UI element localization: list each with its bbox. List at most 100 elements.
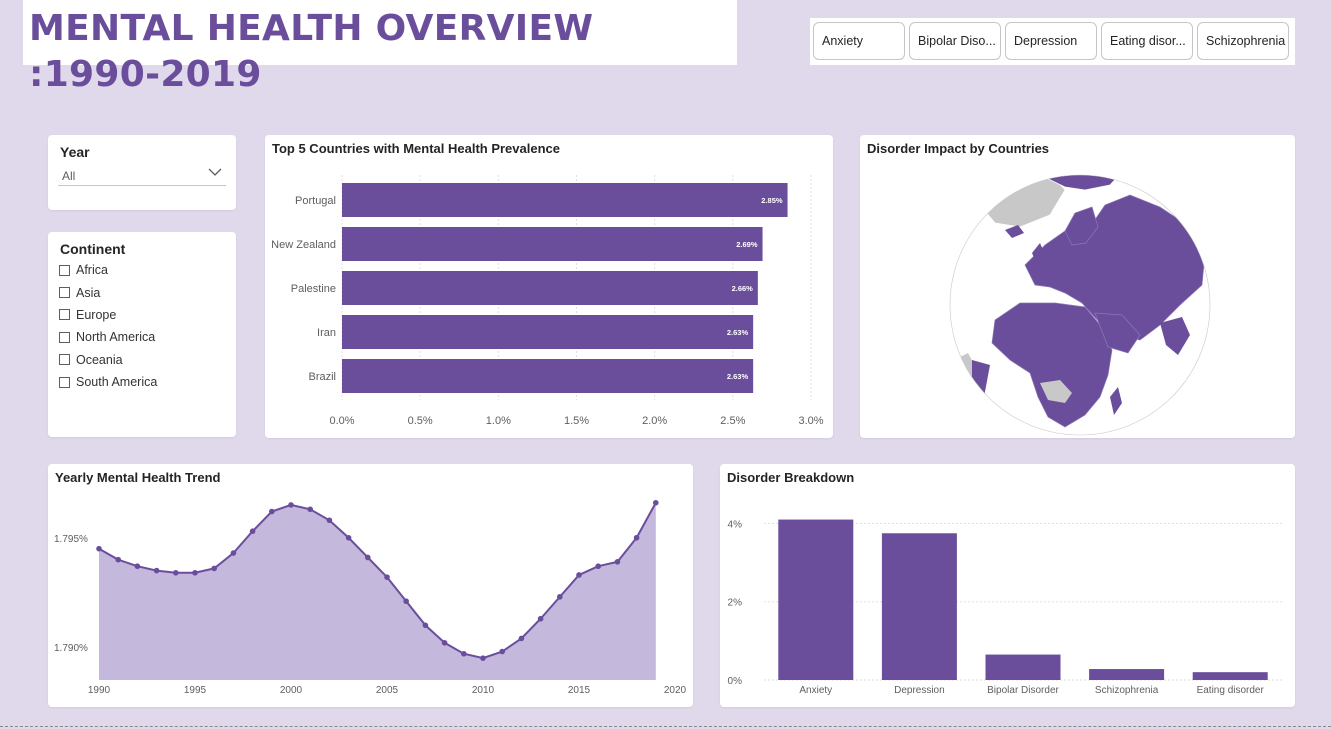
checkbox-icon[interactable]	[59, 309, 70, 321]
continent-option-oceania[interactable]: Oceania	[59, 349, 157, 371]
continent-option-africa[interactable]: Africa	[59, 259, 157, 281]
trend-point[interactable]	[614, 559, 621, 565]
trend-point[interactable]	[326, 517, 333, 524]
trend-point[interactable]	[441, 640, 448, 646]
top5-bar-chart: 0.0% 0.5% 1.0% 1.5% 2.0% 2.5% 3.0% Portugal 2.85…	[271, 175, 824, 427]
bar-depression[interactable]	[881, 533, 957, 680]
continent-slicer-label: Continent	[60, 241, 126, 257]
map-region-iceland	[1005, 225, 1024, 238]
bar-anxiety[interactable]	[778, 519, 854, 680]
checkbox-icon[interactable]	[59, 264, 70, 276]
x-tick-label: 0.0%	[329, 415, 354, 427]
trend-area-chart: 1.795% 1.790% 1990 1995 2000 2005 2010 2015 2020	[54, 499, 687, 696]
category-label: Portugal	[295, 195, 336, 207]
trend-point[interactable]	[653, 499, 659, 506]
trend-point[interactable]	[595, 563, 601, 570]
x-tick-label: 1990	[88, 685, 111, 696]
y-tick-label: 1.795%	[54, 534, 88, 545]
filter-schizophrenia-button[interactable]: Schizophrenia	[1197, 22, 1289, 60]
bar-palestine[interactable]	[342, 271, 758, 305]
filter-eating-disorder-button[interactable]: Eating disor...	[1101, 22, 1193, 60]
disorder-filter-bar: Anxiety Bipolar Diso... Depression Eatin…	[810, 18, 1295, 65]
trend-point[interactable]	[557, 594, 563, 600]
trend-point[interactable]	[230, 550, 237, 556]
trend-point[interactable]	[461, 650, 467, 657]
trend-point[interactable]	[211, 565, 217, 572]
trend-point[interactable]	[345, 534, 352, 541]
bar-eating-disorder[interactable]	[1192, 672, 1268, 680]
trend-point[interactable]	[134, 563, 141, 570]
continent-option-south-america[interactable]: South America	[59, 371, 157, 393]
category-label: Anxiety	[799, 685, 832, 696]
disorder-breakdown-card: Disorder Breakdown 0% 2% 4% Anxiety Depressi…	[720, 464, 1295, 707]
bar-schizophrenia[interactable]	[1089, 669, 1165, 680]
map-region-arabia	[1094, 312, 1141, 354]
continent-option-asia[interactable]: Asia	[59, 281, 157, 303]
x-tick-label: 2005	[376, 685, 399, 696]
year-dropdown[interactable]: All	[58, 164, 226, 186]
x-tick-label: 2000	[280, 685, 303, 696]
x-tick-label: 2015	[568, 685, 591, 696]
trend-point[interactable]	[384, 574, 390, 580]
trend-point[interactable]	[192, 569, 198, 576]
trend-point[interactable]	[96, 545, 102, 552]
category-label: Depression	[894, 685, 945, 696]
x-tick-label: 1.5%	[564, 415, 589, 427]
x-tick-label: 0.5%	[408, 415, 433, 427]
filter-anxiety-button[interactable]: Anxiety	[813, 22, 905, 60]
trend-point[interactable]	[518, 635, 525, 642]
trend-point[interactable]	[288, 502, 294, 508]
page-bottom-divider	[0, 726, 1331, 727]
checkbox-icon[interactable]	[59, 287, 70, 299]
data-label: 2.66%	[732, 284, 754, 293]
map-region-india	[1160, 317, 1190, 355]
filter-bipolar-button[interactable]: Bipolar Diso...	[909, 22, 1001, 60]
x-tick-label: 2.0%	[642, 415, 667, 427]
map-region-scandinavia	[1064, 206, 1099, 246]
bar-portugal[interactable]	[342, 183, 788, 217]
globe-map[interactable]	[860, 135, 1295, 438]
x-tick-label: 2020	[664, 685, 687, 696]
year-slicer-label: Year	[60, 144, 90, 160]
trend-point[interactable]	[153, 567, 160, 574]
continent-option-europe[interactable]: Europe	[59, 304, 157, 326]
category-label: Schizophrenia	[1095, 685, 1159, 696]
bar-new-zealand[interactable]	[342, 227, 763, 261]
trend-point[interactable]	[173, 569, 179, 576]
checkbox-icon[interactable]	[59, 331, 70, 343]
trend-point[interactable]	[403, 598, 410, 605]
trend-point[interactable]	[307, 506, 314, 513]
trend-point[interactable]	[249, 528, 256, 534]
map-region-uk	[1032, 243, 1046, 267]
trend-point[interactable]	[422, 622, 429, 629]
trend-point[interactable]	[576, 572, 582, 578]
trend-point[interactable]	[480, 655, 486, 661]
x-tick-label: 2.5%	[720, 415, 745, 427]
checkbox-icon[interactable]	[59, 376, 70, 388]
trend-line	[98, 502, 657, 660]
category-label: Palestine	[291, 283, 336, 295]
category-label: Iran	[317, 327, 336, 339]
trend-point[interactable]	[633, 534, 640, 541]
map-region-madagascar	[1110, 387, 1122, 415]
continent-option-north-america[interactable]: North America	[59, 326, 157, 348]
trend-point[interactable]	[365, 554, 371, 561]
year-slicer-card: Year All	[48, 135, 236, 210]
y-tick-label: 2%	[728, 598, 743, 609]
trend-point[interactable]	[499, 648, 506, 655]
trend-point[interactable]	[115, 556, 121, 563]
category-label: Eating disorder	[1197, 685, 1265, 696]
checkbox-icon[interactable]	[59, 354, 70, 366]
trend-point[interactable]	[537, 615, 544, 622]
bar-bipolar-disorder[interactable]	[985, 654, 1061, 680]
x-tick-label: 2010	[472, 685, 495, 696]
data-label: 2.63%	[727, 328, 749, 337]
trend-point[interactable]	[269, 508, 275, 515]
bar-iran[interactable]	[342, 315, 754, 349]
continent-options: Africa Asia Europe North America Oceania…	[59, 259, 157, 393]
category-label: Brazil	[308, 371, 336, 383]
map-region-africa	[991, 302, 1113, 428]
bar-brazil[interactable]	[342, 359, 754, 393]
map-region-south-america-edge	[972, 360, 990, 397]
filter-depression-button[interactable]: Depression	[1005, 22, 1097, 60]
